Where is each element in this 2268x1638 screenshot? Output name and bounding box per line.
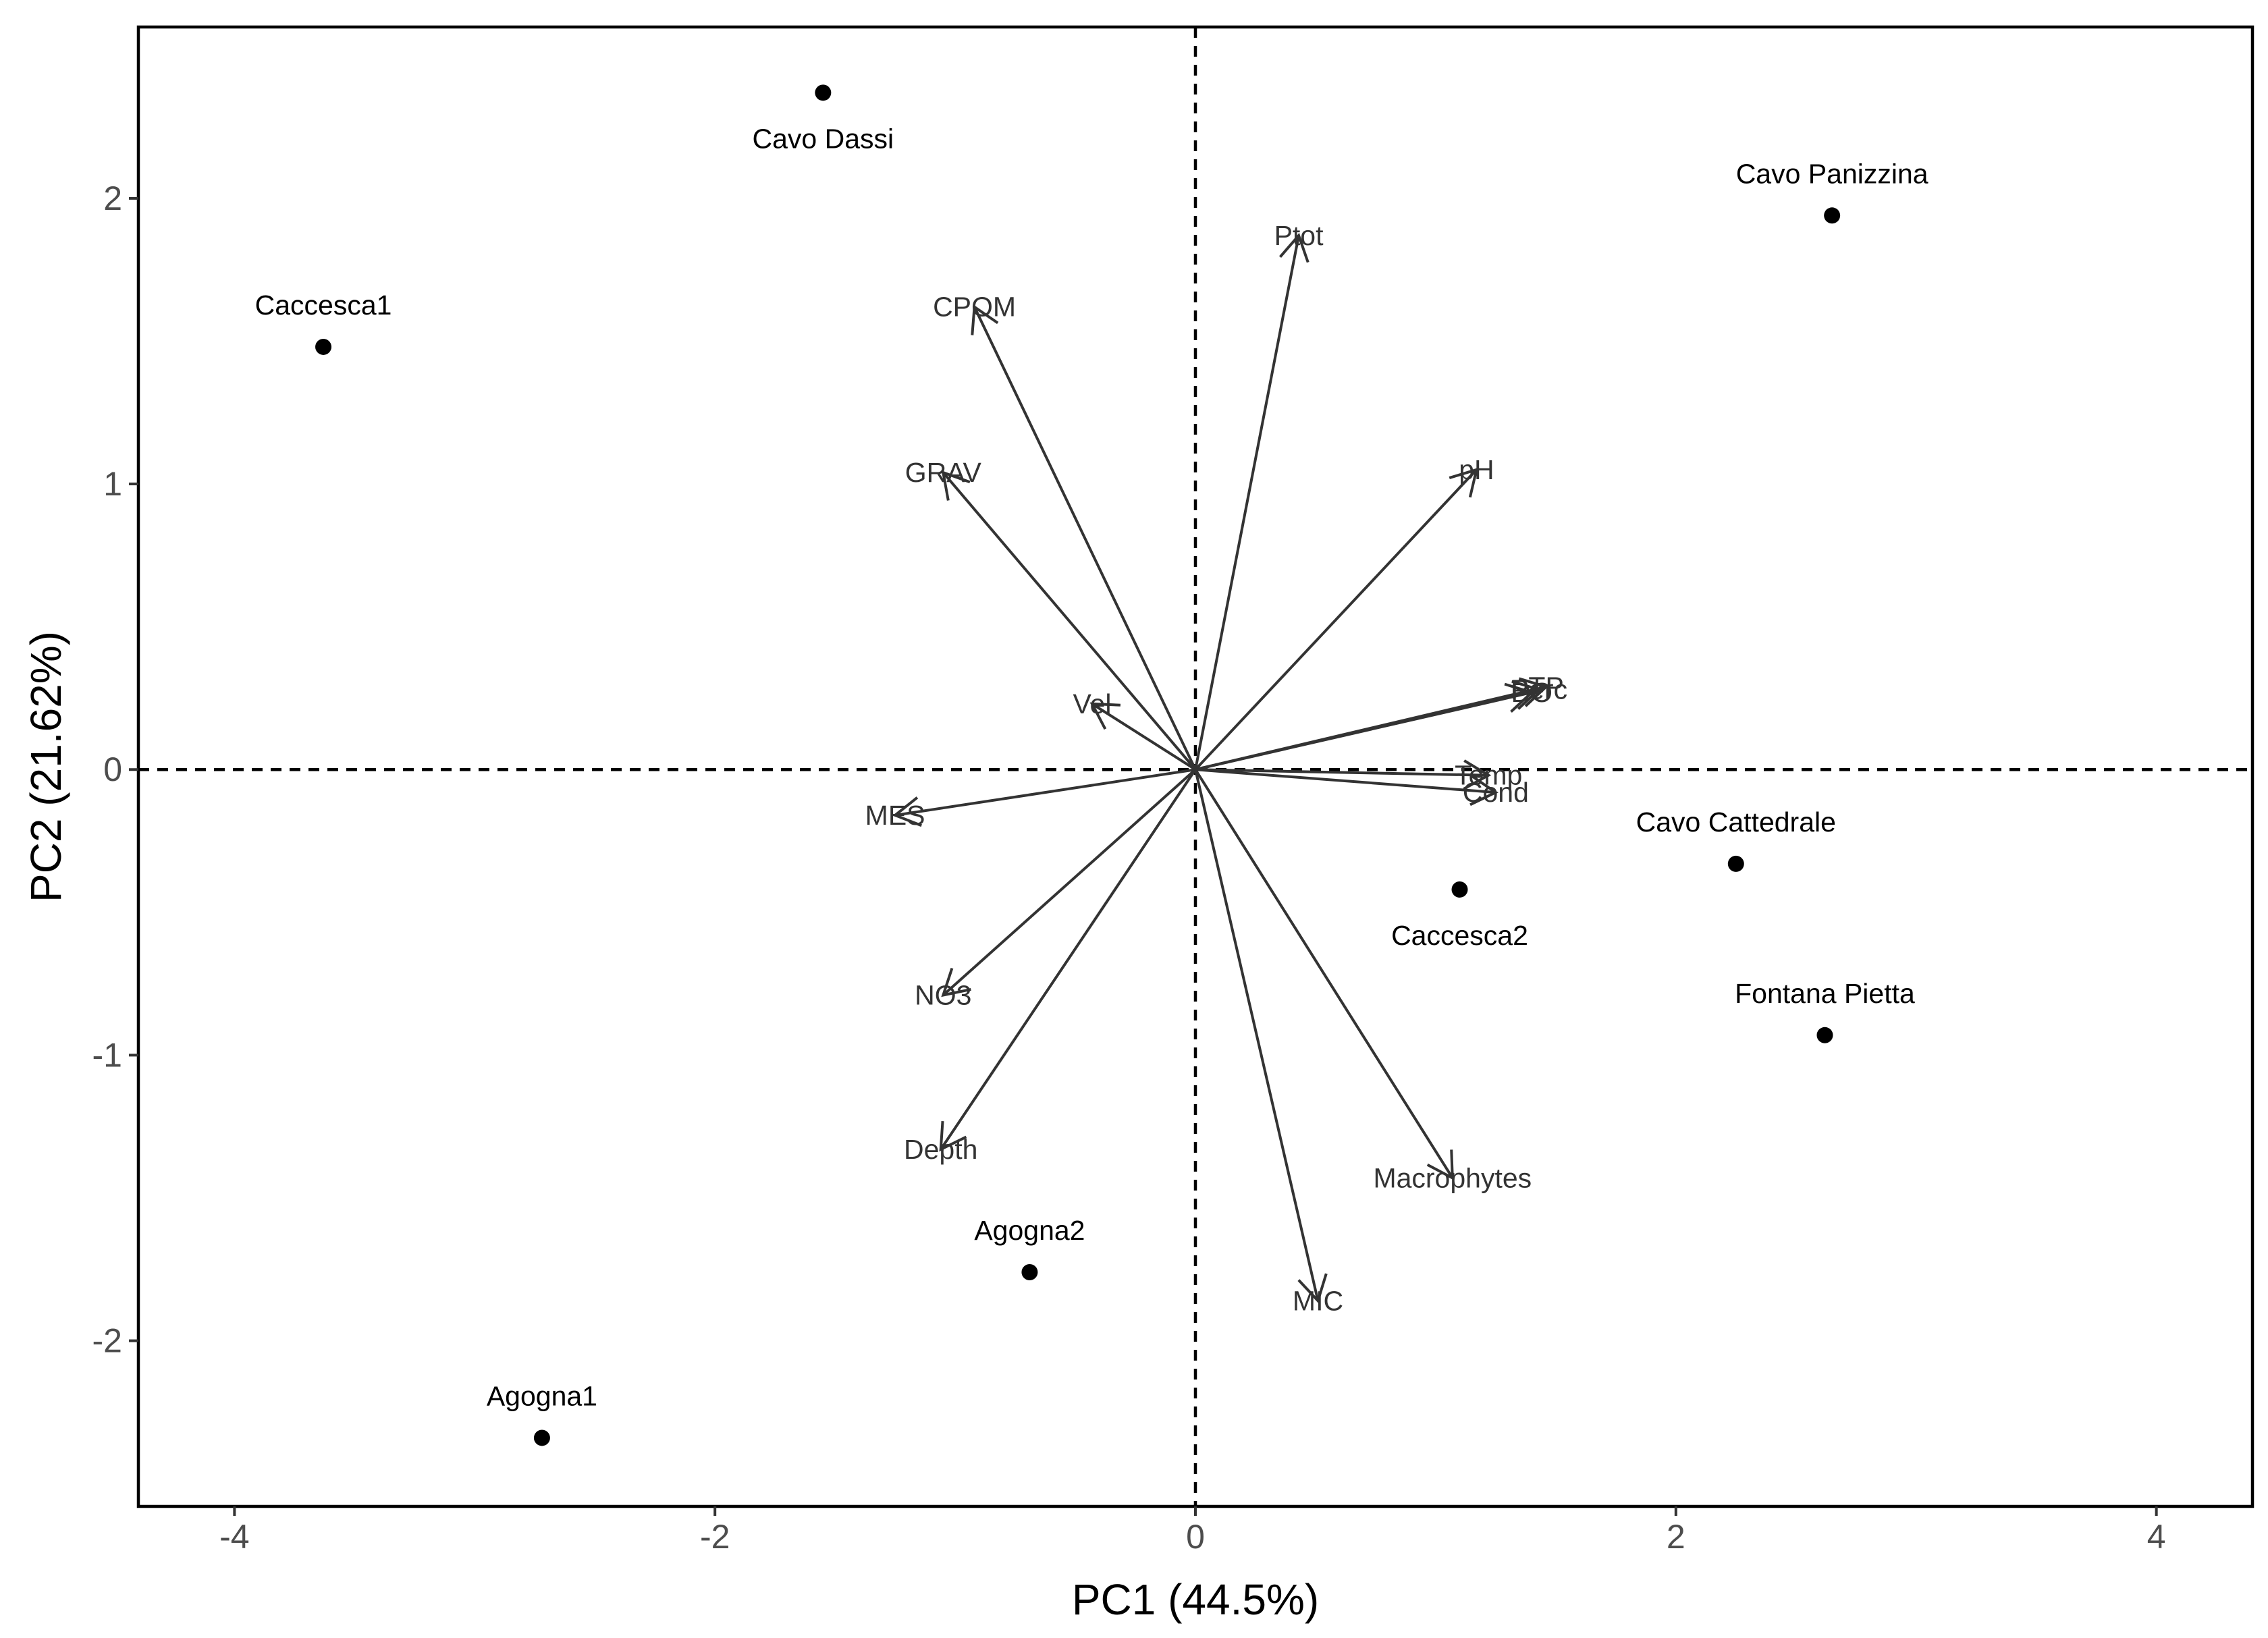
loading-arrow-ph	[1194, 468, 1478, 771]
variable-label-mic: MIC	[1293, 1285, 1343, 1316]
site-point	[1021, 1264, 1038, 1281]
x-tick-label: 4	[2147, 1518, 2166, 1556]
variable-label-tp: TP	[1528, 672, 1563, 703]
variable-label-no3: NO3	[915, 980, 971, 1011]
loading-arrow-mic	[1194, 769, 1320, 1301]
site-point	[533, 1429, 550, 1446]
loading-arrowhead-macrophytes	[1426, 1149, 1454, 1180]
x-tick-label: 0	[1186, 1518, 1205, 1556]
site-label: Cavo Dassi	[753, 123, 894, 154]
variable-label-macrophytes: Macrophytes	[1373, 1162, 1532, 1193]
loading-arrow-vel	[1091, 703, 1197, 771]
y-tick-label: -2	[92, 1322, 122, 1360]
site-point	[1727, 855, 1744, 872]
loading-arrowhead-no3	[941, 968, 971, 998]
loading-arrow-mes	[894, 768, 1196, 817]
variable-label-ph: pH	[1459, 454, 1494, 485]
variable-label-grav: GRAV	[905, 457, 982, 488]
loading-arrow-no3	[942, 768, 1197, 997]
loading-arrowhead-grav	[941, 470, 971, 501]
site-point	[815, 84, 832, 101]
loading-arrow-temp	[1195, 768, 1489, 777]
loading-arrowhead-ptot	[1279, 232, 1310, 263]
x-tick-label: -2	[700, 1518, 730, 1556]
variable-label-ptot: Ptot	[1274, 220, 1324, 251]
variable-label-cpom: CPOM	[933, 292, 1016, 323]
site-label: Agogna2	[974, 1215, 1085, 1246]
loading-arrowhead-mes	[892, 796, 922, 827]
loading-arrowhead-depth	[939, 1121, 967, 1152]
loading-arrowhead-cpom	[971, 304, 999, 335]
loading-arrow-cond	[1195, 768, 1496, 794]
y-tick-label: 0	[103, 750, 122, 788]
y-tick-label: 1	[103, 465, 122, 503]
x-axis-title: PC1 (44.5%)	[1072, 1575, 1319, 1624]
site-point	[1824, 207, 1841, 224]
loading-arrow-depth	[940, 769, 1197, 1151]
site-label: Caccesca2	[1391, 920, 1528, 951]
y-tick-label: 2	[103, 180, 122, 217]
loading-arrow-macrophytes	[1194, 769, 1454, 1179]
loading-arrowhead-temp	[1463, 759, 1492, 790]
variable-label-vel: Vel	[1073, 688, 1111, 719]
site-label: Caccesca1	[255, 290, 392, 321]
loading-arrowhead-cond	[1469, 775, 1498, 807]
site-label: Cavo Cattedrale	[1636, 807, 1836, 838]
site-point	[1816, 1027, 1833, 1043]
loading-arrowhead-mic	[1297, 1273, 1328, 1304]
x-tick-label: 2	[1667, 1518, 1685, 1556]
site-label: Fontana Pietta	[1735, 978, 1915, 1009]
loading-arrowhead-tp	[1518, 677, 1549, 707]
variable-label-do: DO	[1511, 677, 1553, 708]
variable-label-cond: Cond	[1463, 777, 1529, 808]
variable-label-perc: Perc	[1511, 674, 1567, 705]
loading-arrow-ptot	[1194, 235, 1301, 770]
site-label: Cavo Panizzina	[1736, 158, 1928, 189]
loading-arrow-cpom	[973, 306, 1197, 771]
variable-label-temp: Temp	[1455, 760, 1522, 791]
variable-label-mes: MES	[865, 800, 925, 831]
loading-arrow-grav	[942, 471, 1197, 771]
y-tick-label: -1	[92, 1036, 122, 1074]
loading-arrowhead-ph	[1449, 467, 1479, 498]
site-point	[315, 338, 332, 355]
variable-label-depth: Depth	[904, 1134, 977, 1165]
site-label: Agogna1	[487, 1380, 597, 1411]
site-point	[1451, 881, 1468, 898]
loading-arrowhead-vel	[1089, 702, 1121, 730]
loading-arrow-tp	[1195, 685, 1547, 771]
y-axis-title: PC2 (21.62%)	[22, 631, 70, 902]
x-tick-label: -4	[219, 1518, 249, 1556]
